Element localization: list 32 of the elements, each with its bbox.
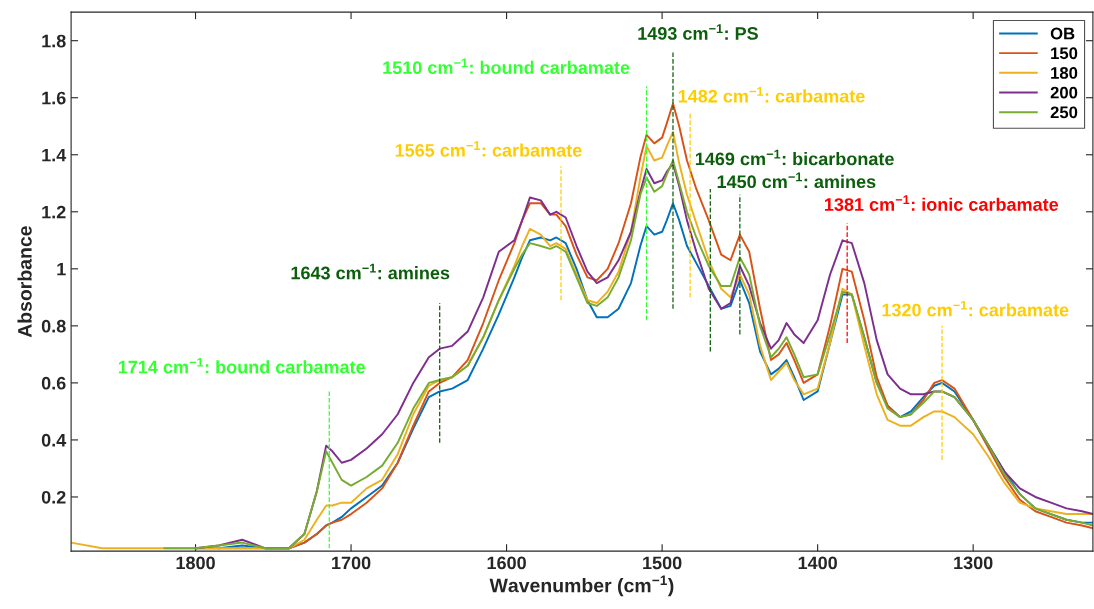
legend-label: 180 <box>1051 67 1078 79</box>
legend-label: 150 <box>1051 47 1078 60</box>
y-tick-label: 1.4 <box>42 148 67 162</box>
y-tick-label: 0.6 <box>41 376 66 390</box>
y-tick-label: 0.8 <box>41 319 66 333</box>
ref-line-label: 1714 cm$^{−1}$: bound carbamate <box>118 357 366 374</box>
y-tick-label: 1.6 <box>42 91 66 105</box>
x-axis-title: Wavenumber (cm$^{−1}$) <box>489 575 674 597</box>
legend-label: OB <box>1050 27 1075 40</box>
legend-label: 250 <box>1050 106 1078 119</box>
y-tick-label: 1 <box>57 262 66 276</box>
y-tick-label: 1.2 <box>42 205 66 219</box>
x-tick-label: 1800 <box>176 556 215 570</box>
x-tick-label: 1500 <box>643 556 682 570</box>
legend-label: 200 <box>1050 86 1078 99</box>
ref-line-label: 1510 cm$^{−1}$: bound carbamate <box>383 58 630 75</box>
ref-line-label: 1381 cm$^{−1}$: ionic carbamate <box>824 195 1059 211</box>
ref-line-label: 1493 cm$^{−1}$: PS <box>638 24 758 40</box>
ref-line-label: 1565 cm$^{−1}$: carbamate <box>395 141 582 157</box>
x-tick-label: 1400 <box>798 556 837 570</box>
ref-line-label: 1450 cm$^{−1}$: amines <box>717 172 876 189</box>
ref-line-label: 1320 cm$^{−1}$: carbamate <box>882 300 1069 317</box>
y-axis-title: Absorbance <box>17 226 32 338</box>
ref-line-label: 1469 cm$^{−1}$: bicarbonate <box>695 149 894 166</box>
y-tick-label: 0.4 <box>41 433 67 447</box>
x-tick-label: 1700 <box>332 556 371 570</box>
y-tick-label: 1.8 <box>42 34 66 48</box>
ref-line-label: 1643 cm$^{−1}$: amines <box>291 263 450 280</box>
ref-line-label: 1482 cm$^{−1}$: carbamate <box>678 87 865 103</box>
y-tick-label: 0.2 <box>41 490 66 504</box>
x-tick-label: 1300 <box>954 556 993 570</box>
x-tick-label: 1600 <box>487 556 526 570</box>
